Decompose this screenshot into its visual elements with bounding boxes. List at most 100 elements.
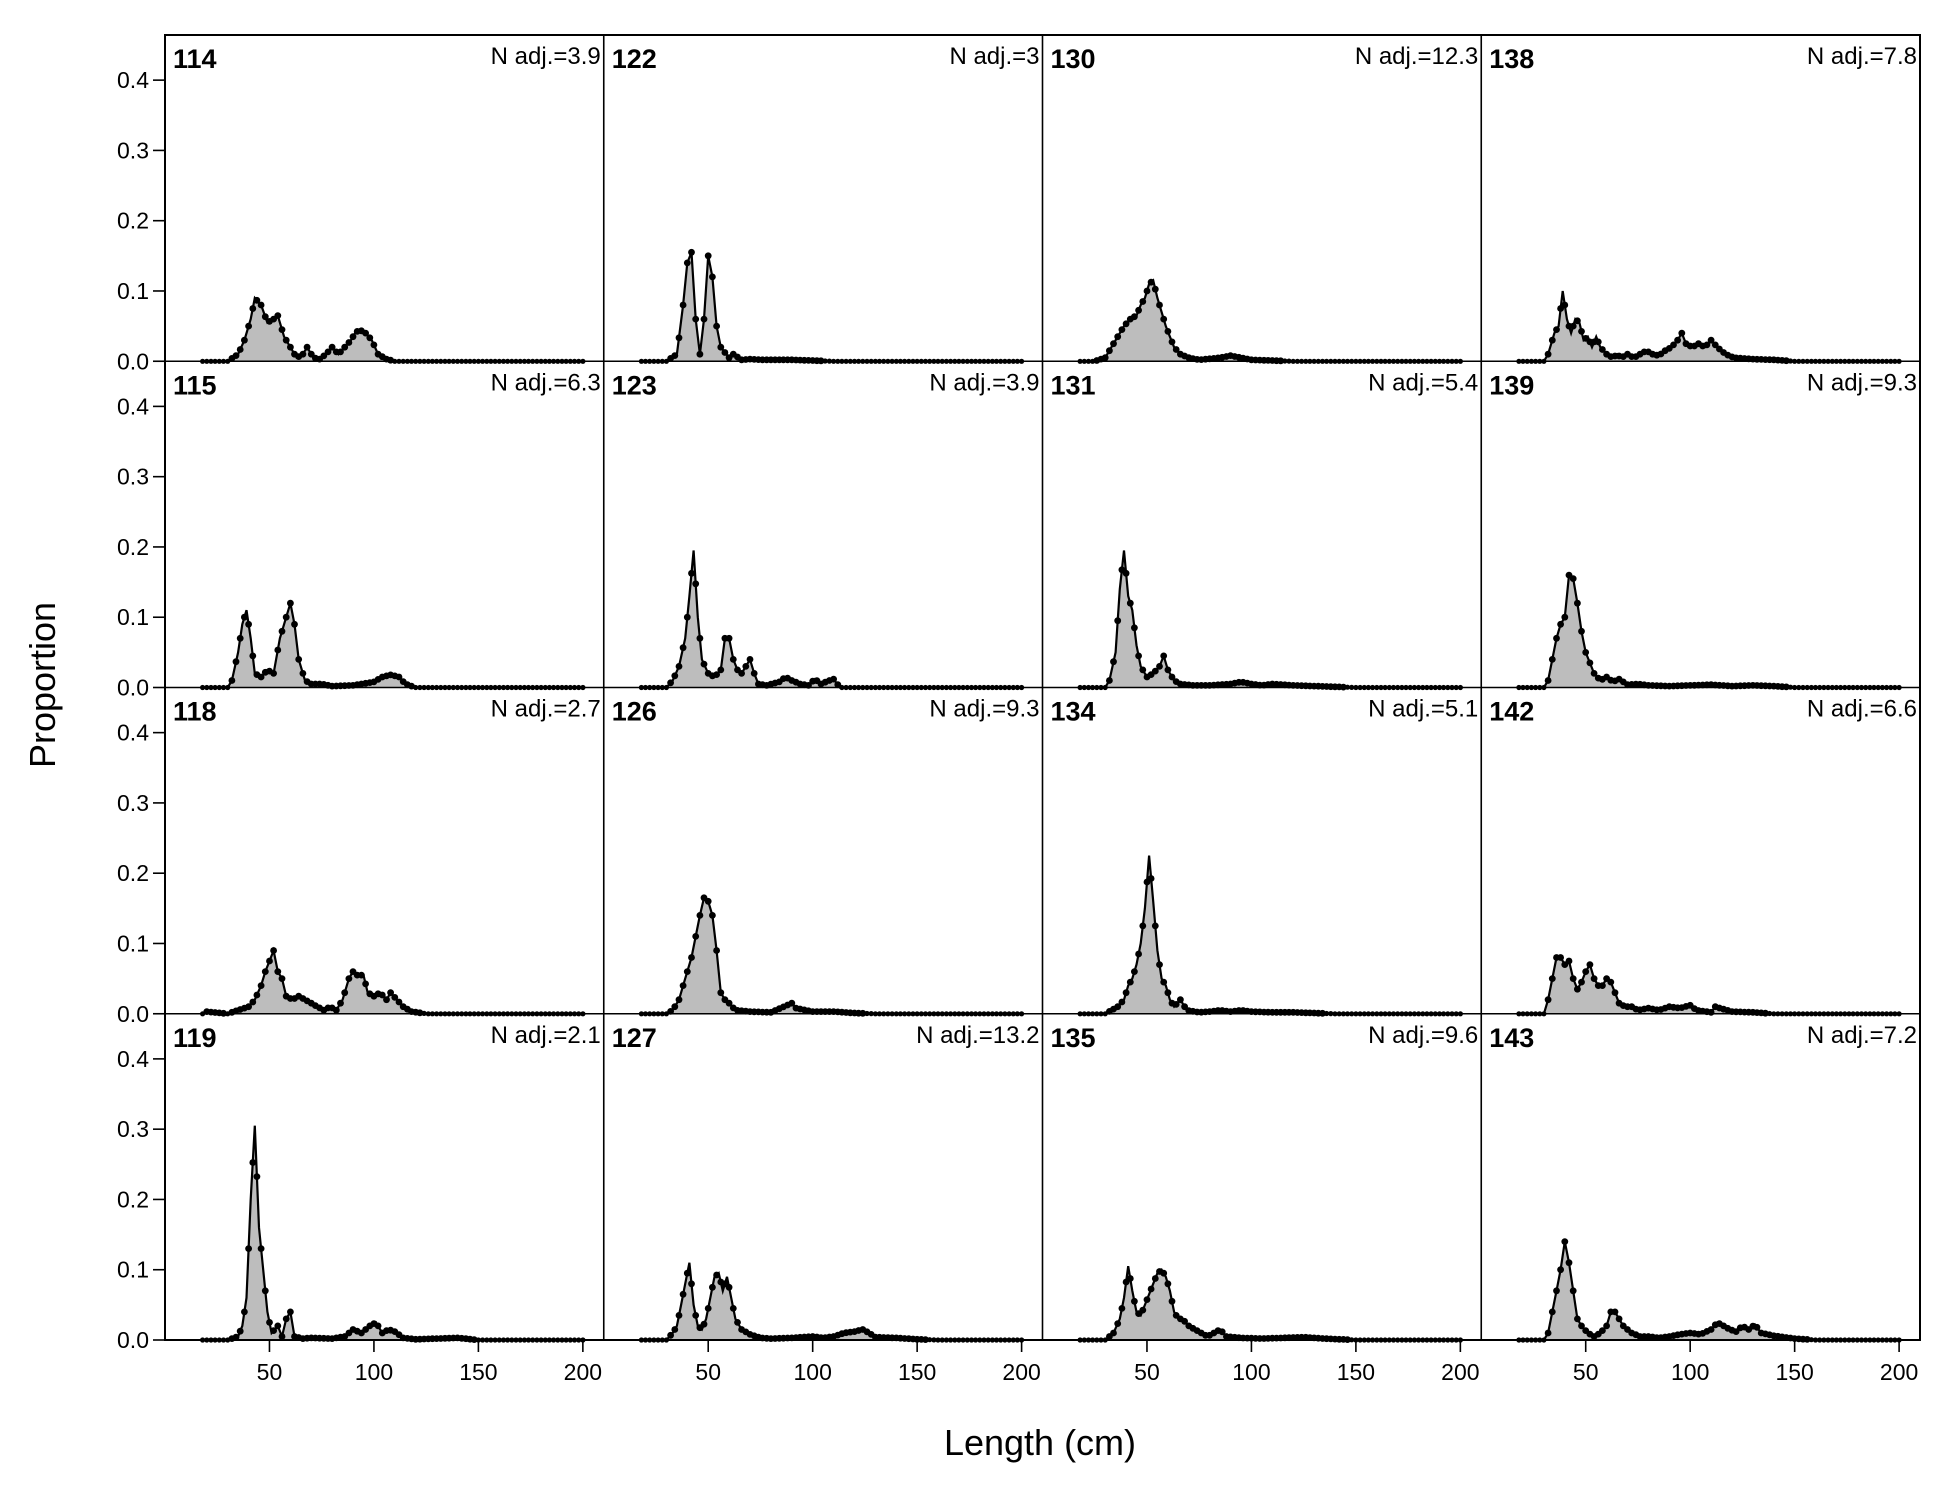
data-point bbox=[713, 322, 720, 330]
data-point bbox=[1599, 982, 1606, 989]
panel-115: 115 N adj.=6.3 0.0 0.1 0.2 0.3 0.4 bbox=[117, 369, 601, 700]
data-point bbox=[228, 677, 236, 684]
x-tick-label: 100 bbox=[355, 1359, 393, 1385]
data-point bbox=[1164, 1280, 1172, 1288]
data-point bbox=[1151, 1275, 1159, 1282]
data-point bbox=[395, 673, 403, 681]
data-point bbox=[266, 1319, 273, 1326]
x-tick-label: 150 bbox=[1337, 1359, 1375, 1385]
data-point bbox=[287, 1308, 294, 1316]
data-point bbox=[236, 634, 244, 642]
y-tick-label: 0.0 bbox=[117, 1327, 149, 1353]
panel-n-adj: N adj.=9.6 bbox=[1368, 1022, 1478, 1049]
data-point bbox=[245, 1003, 253, 1011]
data-point bbox=[679, 644, 687, 652]
data-point bbox=[1139, 298, 1147, 305]
panel-123-area bbox=[641, 550, 1022, 688]
data-point bbox=[291, 620, 298, 628]
data-point bbox=[1599, 346, 1606, 353]
y-tick-label: 0.1 bbox=[117, 930, 149, 956]
x-tick-label: 100 bbox=[1232, 1359, 1270, 1385]
data-point bbox=[746, 656, 754, 663]
data-point bbox=[704, 897, 712, 905]
data-point bbox=[349, 333, 357, 341]
data-point bbox=[700, 315, 708, 323]
panel-142-area bbox=[1518, 957, 1900, 1014]
data-point bbox=[328, 343, 336, 351]
data-point bbox=[1172, 346, 1180, 353]
data-point bbox=[709, 273, 716, 281]
data-point bbox=[1114, 617, 1122, 625]
data-point bbox=[1590, 975, 1598, 982]
y-axis-label: Proportion bbox=[22, 602, 63, 768]
data-point bbox=[287, 599, 294, 607]
data-point bbox=[278, 975, 286, 982]
data-point bbox=[1544, 1329, 1552, 1337]
panel-142: 142 N adj.=6.6 bbox=[1489, 696, 1917, 1017]
data-point bbox=[366, 334, 374, 342]
data-point bbox=[295, 656, 303, 663]
data-point bbox=[675, 334, 683, 342]
x-axis-label: Length (cm) bbox=[944, 1422, 1136, 1463]
data-point bbox=[1574, 1315, 1581, 1323]
data-point bbox=[1670, 341, 1677, 349]
data-point bbox=[241, 613, 248, 621]
data-point bbox=[696, 912, 704, 919]
data-point bbox=[1544, 350, 1552, 358]
data-point bbox=[1678, 329, 1686, 337]
data-point bbox=[1553, 1287, 1560, 1295]
data-point bbox=[253, 991, 261, 999]
data-point bbox=[1122, 320, 1130, 328]
data-point bbox=[671, 352, 679, 359]
panel-n-adj: N adj.=13.2 bbox=[916, 1022, 1039, 1049]
panel-134-area bbox=[1080, 855, 1461, 1014]
data-point bbox=[1118, 326, 1126, 333]
y-tick-label: 0.4 bbox=[117, 720, 149, 746]
data-point bbox=[274, 646, 282, 654]
panel-n-adj: N adj.=3 bbox=[949, 43, 1039, 70]
data-point bbox=[236, 1327, 244, 1335]
panel-127: 127 N adj.=13.2 50 100 150 200 bbox=[612, 1022, 1041, 1385]
data-point bbox=[1578, 627, 1585, 635]
y-tick-label: 0.0 bbox=[117, 675, 149, 701]
y-tick-label: 0.0 bbox=[117, 1001, 149, 1027]
data-point bbox=[257, 673, 265, 681]
data-point bbox=[1603, 1322, 1610, 1330]
data-point bbox=[266, 957, 273, 965]
data-point bbox=[679, 1290, 687, 1298]
data-point bbox=[1553, 326, 1560, 333]
x-tick-label: 200 bbox=[564, 1359, 602, 1385]
data-point bbox=[704, 1305, 712, 1312]
data-point bbox=[1578, 328, 1585, 335]
data-point bbox=[299, 670, 307, 677]
data-point bbox=[241, 336, 248, 344]
panel-title: 142 bbox=[1489, 697, 1534, 727]
data-point bbox=[253, 296, 261, 304]
data-point bbox=[667, 1331, 674, 1339]
data-point bbox=[1151, 922, 1159, 930]
data-point bbox=[1578, 978, 1585, 986]
panel-135-area bbox=[1080, 1266, 1461, 1340]
panel-122: 122 N adj.=3 bbox=[612, 43, 1040, 365]
data-point bbox=[1569, 975, 1577, 982]
data-point bbox=[1574, 317, 1581, 325]
data-point bbox=[241, 1308, 248, 1316]
y-tick-label: 0.1 bbox=[117, 1257, 149, 1283]
data-point bbox=[232, 1333, 240, 1341]
data-point bbox=[245, 1245, 253, 1252]
data-point bbox=[1218, 1328, 1226, 1336]
panel-n-adj: N adj.=9.3 bbox=[1807, 369, 1917, 396]
data-point bbox=[270, 1327, 277, 1334]
data-point bbox=[1160, 1269, 1168, 1277]
data-point bbox=[830, 675, 837, 683]
data-point bbox=[1753, 1323, 1761, 1331]
data-point bbox=[261, 1287, 269, 1295]
data-point bbox=[1131, 313, 1138, 321]
data-point bbox=[1611, 989, 1619, 997]
data-point bbox=[1114, 1003, 1122, 1011]
data-point bbox=[1561, 613, 1569, 621]
data-point bbox=[1582, 968, 1590, 975]
x-tick-label: 50 bbox=[1134, 1359, 1160, 1385]
data-point bbox=[1574, 599, 1581, 607]
panel-130: 130 N adj.=12.3 bbox=[1051, 43, 1478, 365]
